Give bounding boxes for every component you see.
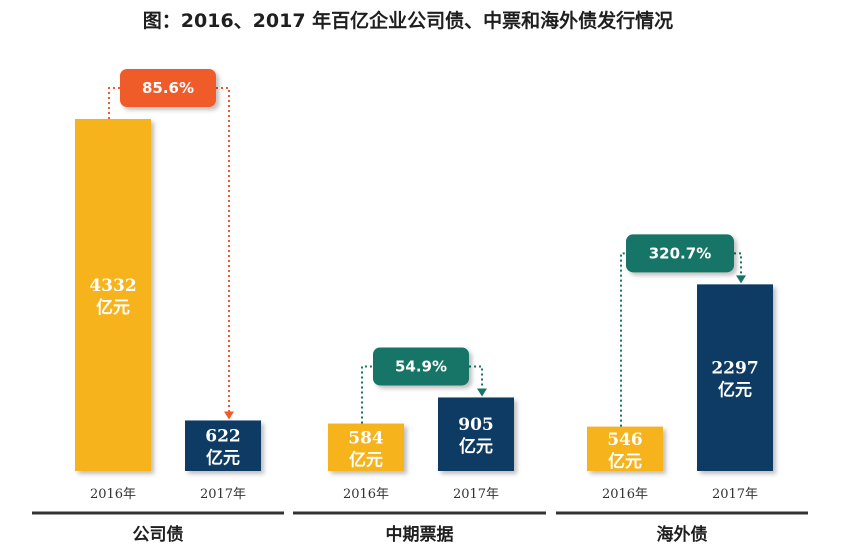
change-badge [373, 347, 469, 386]
connector-line [734, 252, 742, 277]
bar-unit-label: 亿元 [206, 448, 240, 469]
x-tick-label: 2017年 [453, 487, 499, 502]
bar-value-label: 4332 [89, 276, 136, 296]
bar [587, 426, 663, 471]
bar [697, 284, 773, 471]
connector-line [469, 365, 483, 390]
connector-line [620, 252, 626, 427]
bar-unit-label: 亿元 [96, 297, 130, 318]
change-label: 85.6% [142, 79, 194, 97]
change-label: 320.7% [649, 244, 711, 262]
group-label: 中期票据 [386, 524, 454, 545]
connector-arrow [736, 275, 746, 284]
x-tick-label: 2017年 [200, 487, 246, 502]
change-badge [626, 234, 734, 273]
connector-arrow [477, 388, 487, 397]
bar-unit-label: 亿元 [349, 449, 383, 470]
chart-title: 图：2016、2017 年百亿企业公司债、中票和海外债发行情况 [143, 9, 673, 32]
connector-line [216, 87, 230, 413]
bar [185, 420, 261, 471]
bar-value-label: 905 [458, 415, 494, 435]
connector-arrow [224, 411, 234, 420]
x-tick-label: 2016年 [343, 487, 389, 502]
bar-value-label: 622 [205, 427, 241, 447]
connector-line [108, 87, 120, 119]
change-label: 54.9% [395, 357, 447, 375]
bar [75, 119, 151, 471]
bar-value-label: 584 [348, 428, 384, 448]
change-badge [120, 69, 216, 107]
bar-unit-label: 亿元 [608, 451, 642, 472]
plot-area: 4332亿元2016年622亿元2017年公司债85.6%584亿元2016年9… [32, 69, 808, 545]
bar-value-label: 546 [607, 430, 643, 450]
x-tick-label: 2017年 [712, 487, 758, 502]
group-label: 公司债 [133, 524, 184, 545]
x-tick-label: 2016年 [602, 487, 648, 502]
bar [438, 397, 514, 471]
group-label: 海外债 [657, 524, 708, 545]
bar-unit-label: 亿元 [459, 436, 493, 457]
connector-line [361, 365, 373, 424]
bar-value-label: 2297 [711, 359, 758, 379]
bar [328, 423, 404, 471]
bar-unit-label: 亿元 [718, 380, 752, 401]
x-tick-label: 2016年 [90, 487, 136, 502]
